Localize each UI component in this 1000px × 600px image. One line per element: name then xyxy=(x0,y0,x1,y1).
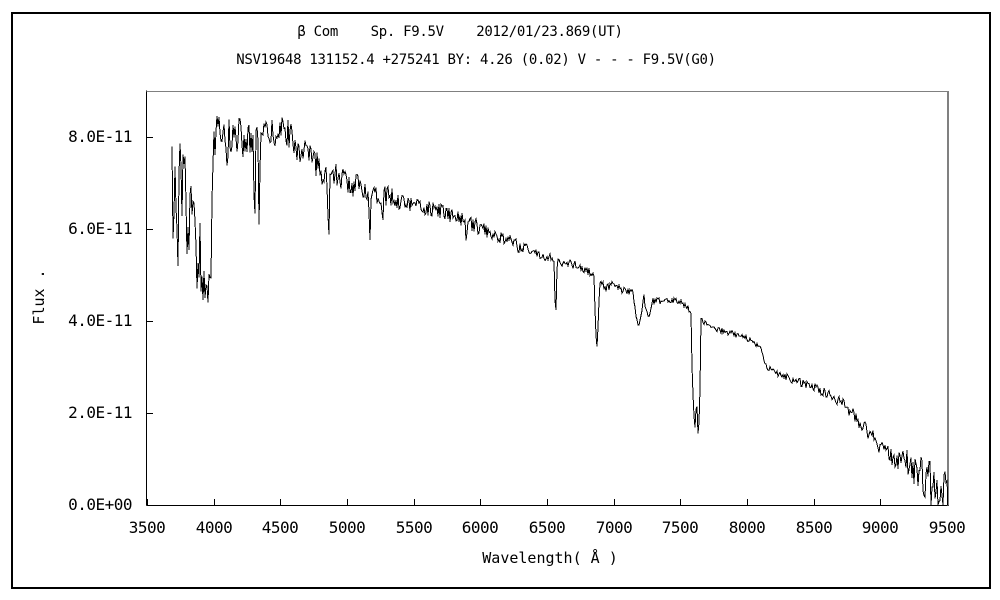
y-axis-label-text: Flux xyxy=(30,288,48,325)
chart-subtitle: NSV19648 131152.4 +275241 BY: 4.26 (0.02… xyxy=(236,52,716,68)
x-tick-label: 6500 xyxy=(528,518,566,537)
x-tick-label: 7500 xyxy=(661,518,699,537)
x-tick-label: 5000 xyxy=(328,518,366,537)
y-tick-label: 0.0E+00 xyxy=(68,495,132,514)
spectrum-line xyxy=(171,115,948,506)
window-border xyxy=(11,12,991,589)
chart-title: β Com Sp. F9.5V 2012/01/23.869(UT) xyxy=(297,24,623,40)
x-tick-label: 6000 xyxy=(461,518,499,537)
y-tick-label: 8.0E-11 xyxy=(68,127,132,146)
x-tick-label: 5500 xyxy=(395,518,433,537)
x-tick-label: 8500 xyxy=(795,518,833,537)
x-tick-label: 4000 xyxy=(195,518,233,537)
x-tick-label: 9000 xyxy=(861,518,899,537)
y-tick-label: 6.0E-11 xyxy=(68,219,132,238)
y-tick-label: 4.0E-11 xyxy=(68,311,132,330)
x-tick-label: 9500 xyxy=(928,518,966,537)
x-axis-label: Wavelength( Å ) xyxy=(482,549,618,567)
x-tick-label: 7000 xyxy=(595,518,633,537)
y-axis-label: Flux. xyxy=(30,237,50,357)
y-tick-label: 2.0E-11 xyxy=(68,403,132,422)
x-tick-label: 4500 xyxy=(261,518,299,537)
y-axis-label-mark: . xyxy=(30,269,48,279)
x-tick-label: 3500 xyxy=(128,518,166,537)
x-tick-label: 8000 xyxy=(728,518,766,537)
